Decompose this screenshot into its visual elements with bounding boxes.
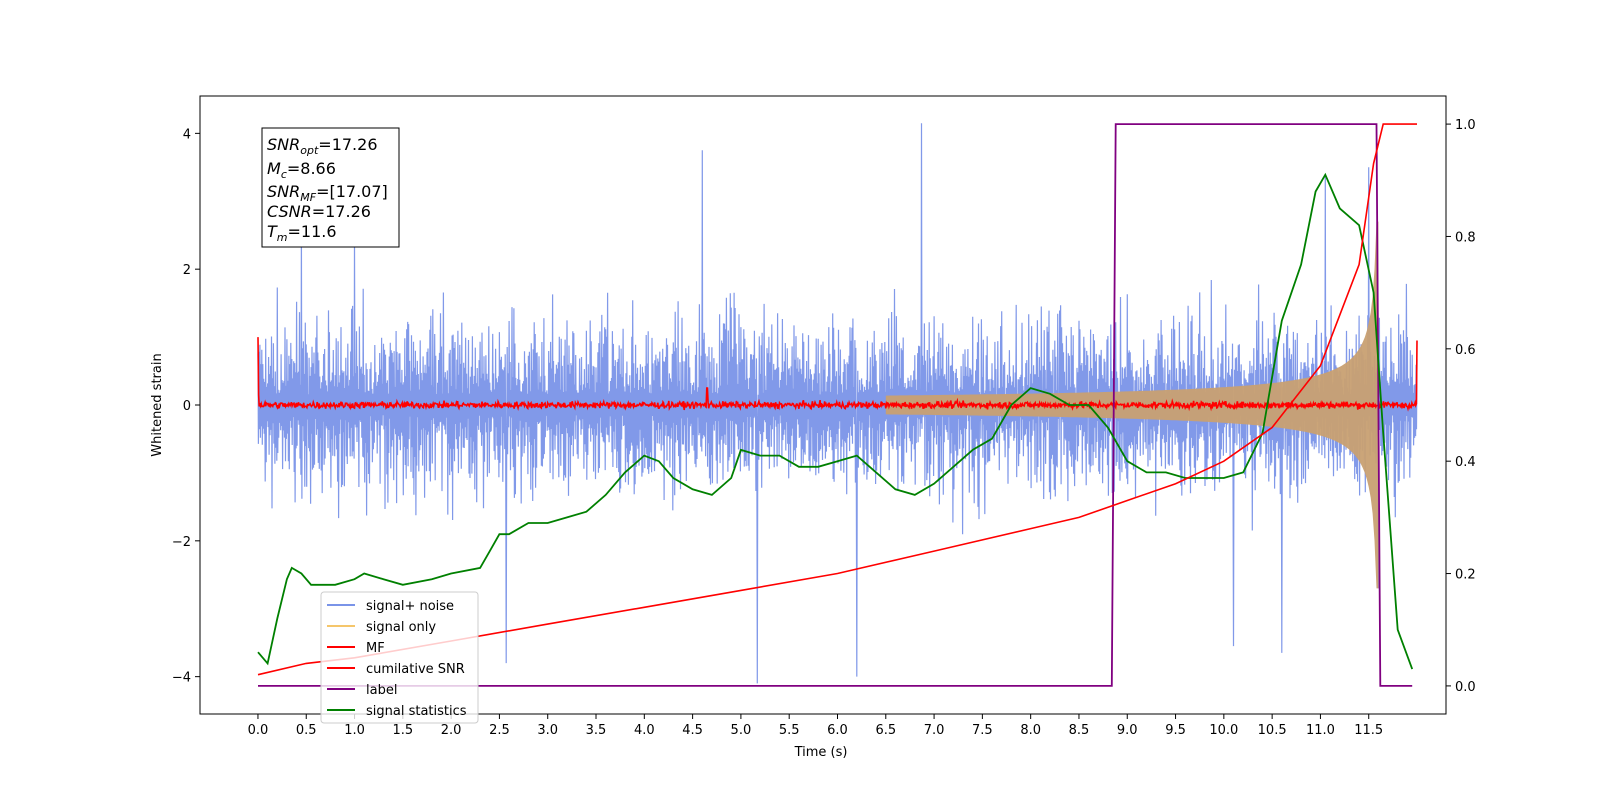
y-tick-label: −2 bbox=[172, 535, 191, 550]
x-tick-label: 8.5 bbox=[1069, 723, 1090, 738]
x-tick-label: 3.5 bbox=[586, 723, 607, 738]
y2-tick-label: 1.0 bbox=[1455, 118, 1476, 133]
x-tick-label: 6.0 bbox=[827, 723, 848, 738]
annotation-line-snr-opt: SNRopt=17.26 bbox=[267, 135, 378, 157]
y-tick-label: 4 bbox=[183, 127, 191, 142]
series-mf bbox=[257, 337, 1418, 412]
x-tick-label: 4.5 bbox=[682, 723, 703, 738]
y-axis-right: 1.0 0.8 0.6 0.4 0.2 0.0 bbox=[1446, 118, 1476, 695]
x-tick-label: 4.0 bbox=[634, 723, 655, 738]
y2-tick-label: 0.4 bbox=[1455, 455, 1476, 470]
x-tick-label: 7.0 bbox=[924, 723, 945, 738]
legend-label: MF bbox=[366, 641, 385, 656]
x-tick-label: 11.0 bbox=[1306, 723, 1335, 738]
series-label bbox=[258, 123, 1413, 687]
y-axis-left: 4 2 0 −2 −4 bbox=[172, 127, 200, 686]
y2-tick-label: 0.8 bbox=[1455, 230, 1476, 245]
x-tick-label: 5.5 bbox=[779, 723, 800, 738]
legend-label: signal+ noise bbox=[366, 599, 454, 614]
y2-tick-label: 0.2 bbox=[1455, 568, 1476, 583]
legend-box bbox=[320, 591, 479, 724]
x-tick-label: 10.0 bbox=[1209, 723, 1238, 738]
y-tick-label: 0 bbox=[183, 399, 191, 414]
series-signal-noise bbox=[257, 123, 1418, 684]
x-axis: 0.0 0.5 1.0 1.5 2.0 2.5 3.0 3.5 4.0 4.5 5.0 5.5 6.0 6… bbox=[248, 714, 1383, 738]
legend-label: label bbox=[366, 683, 397, 698]
x-tick-label: 2.0 bbox=[441, 723, 462, 738]
x-tick-label: 9.5 bbox=[1165, 723, 1186, 738]
legend-label: signal statistics bbox=[366, 704, 467, 719]
y2-tick-label: 0.0 bbox=[1455, 680, 1476, 695]
x-tick-label: 11.5 bbox=[1354, 723, 1383, 738]
annotation-line-snr-mf: SNRMF=[17.07] bbox=[267, 182, 388, 204]
x-tick-label: 9.0 bbox=[1117, 723, 1138, 738]
x-tick-label: 1.5 bbox=[392, 723, 413, 738]
annotation-line-csnr: CSNR=17.26 bbox=[267, 202, 371, 221]
x-tick-label: 1.0 bbox=[344, 723, 365, 738]
annotation-line-tm: Tm=11.6 bbox=[267, 222, 337, 244]
y-axis-label: Whitened strain bbox=[150, 353, 165, 456]
x-tick-label: 5.0 bbox=[731, 723, 752, 738]
x-axis-label: Time (s) bbox=[794, 745, 848, 760]
y-tick-label: −4 bbox=[172, 671, 191, 686]
x-tick-label: 7.5 bbox=[972, 723, 993, 738]
annotation-box: SNRopt=17.26 Mc=8.66 SNRMF=[17.07] CSNR=… bbox=[261, 127, 400, 248]
x-tick-label: 10.5 bbox=[1258, 723, 1287, 738]
annotation-line-mc: Mc=8.66 bbox=[267, 159, 336, 181]
legend-label: signal only bbox=[366, 620, 436, 635]
legend: signal+ noise signal only MF cumilative SNR… bbox=[320, 591, 479, 724]
series-signal-statistics bbox=[257, 172, 1414, 670]
series-layer bbox=[257, 123, 1418, 687]
x-tick-label: 6.5 bbox=[875, 723, 896, 738]
x-tick-label: 0.5 bbox=[296, 723, 317, 738]
y-tick-label: 2 bbox=[183, 263, 191, 278]
x-tick-label: 0.0 bbox=[248, 723, 269, 738]
x-tick-label: 3.0 bbox=[537, 723, 558, 738]
x-tick-label: 2.5 bbox=[489, 723, 510, 738]
x-tick-label: 8.0 bbox=[1020, 723, 1041, 738]
y2-tick-label: 0.6 bbox=[1455, 343, 1476, 358]
legend-label: cumilative SNR bbox=[366, 662, 465, 677]
